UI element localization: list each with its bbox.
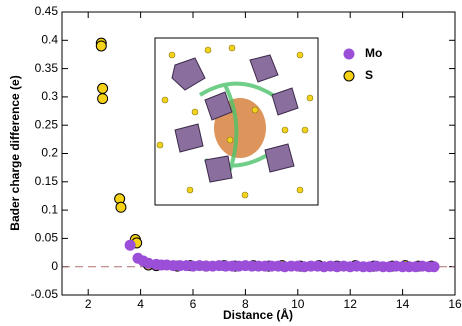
x-axis-label: Distance (Å) (223, 307, 293, 322)
y-tick-label: 0.05 (35, 231, 59, 245)
legend-marker (344, 49, 354, 59)
legend-label: S (365, 68, 373, 82)
legend-label: Mo (365, 46, 382, 60)
x-tick-label: 14 (396, 297, 410, 311)
legend-marker (344, 71, 354, 81)
x-tick-label: 10 (291, 297, 305, 311)
y-tick-label: 0.2 (41, 146, 58, 160)
y-tick-label: 0.3 (41, 89, 58, 103)
point (125, 240, 135, 250)
y-tick-label: 0.15 (35, 174, 59, 188)
y-tick-label: 0 (51, 259, 58, 273)
x-tick-label: 8 (242, 297, 249, 311)
point (116, 202, 126, 212)
y-tick-label: 0.1 (41, 202, 58, 216)
y-tick-label: -0.05 (31, 287, 59, 301)
y-axis-label: Bader charge difference (e) (8, 75, 22, 230)
y-tick-label: 0.25 (35, 117, 59, 131)
structure-inset (155, 38, 318, 205)
x-tick-label: 12 (344, 297, 358, 311)
point (98, 83, 108, 93)
point (429, 262, 439, 272)
y-tick-label: 0.35 (35, 61, 59, 75)
point (96, 41, 106, 51)
chart: Distance (Å) Bader charge difference (e)… (0, 0, 462, 326)
x-tick-label: 16 (448, 297, 462, 311)
x-tick-label: 4 (137, 297, 144, 311)
x-tick-label: 2 (85, 297, 92, 311)
y-tick-label: 0.4 (41, 32, 58, 46)
x-tick-label: 6 (190, 297, 197, 311)
y-tick-label: 0.45 (35, 4, 59, 18)
point (98, 94, 108, 104)
